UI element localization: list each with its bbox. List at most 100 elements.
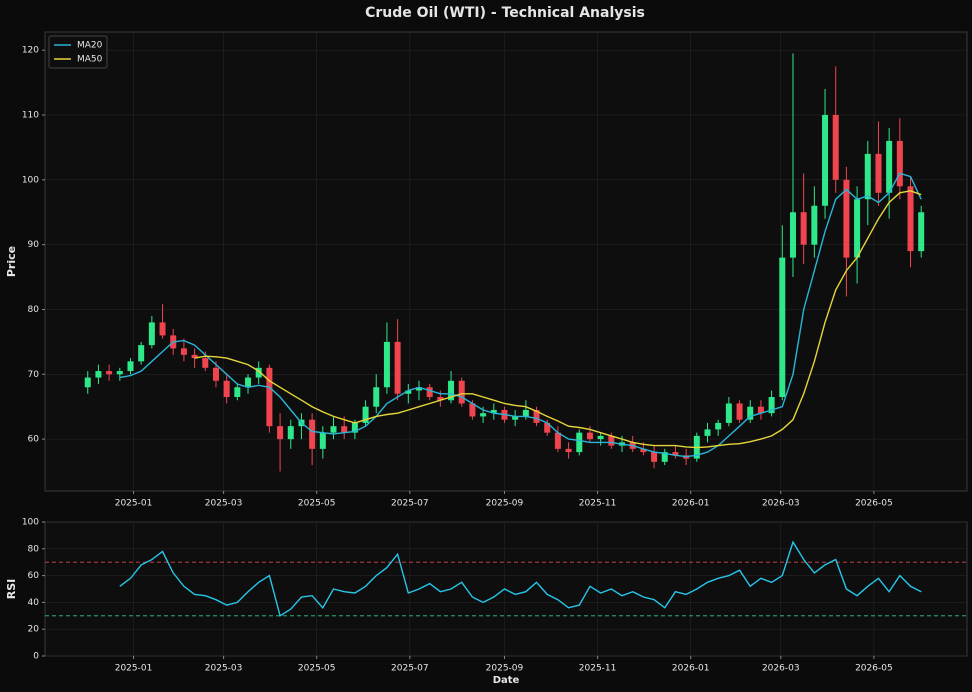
- y-tick-label: 90: [28, 240, 40, 250]
- candle-body: [843, 179, 850, 258]
- candle-body: [330, 426, 337, 433]
- candle-body: [576, 432, 583, 453]
- x-tick-label: 2025-07: [391, 664, 429, 674]
- y-tick-label: 40: [28, 598, 40, 608]
- candle-body: [597, 435, 604, 440]
- ma-line: [194, 190, 922, 449]
- candle-body: [202, 358, 209, 368]
- candle-body: [704, 429, 711, 436]
- x-tick-label: 2026-05: [855, 664, 893, 674]
- candle-body: [106, 371, 113, 375]
- candle-body: [672, 452, 679, 456]
- y-tick-label: 20: [28, 625, 40, 635]
- candle-body: [415, 387, 422, 391]
- candle-body: [159, 322, 166, 336]
- candle-body: [725, 403, 732, 423]
- candle-body: [533, 409, 540, 423]
- candle-body: [864, 153, 871, 200]
- x-tick-label: 2025-03: [205, 664, 243, 674]
- y-tick-label: 60: [28, 571, 40, 581]
- candle-body: [661, 452, 668, 462]
- x-axis-label: Date: [493, 675, 520, 686]
- candle-body: [896, 140, 903, 187]
- candle-body: [148, 322, 155, 346]
- chart-title: Crude Oil (WTI) - Technical Analysis: [365, 5, 645, 21]
- candle-body: [223, 380, 230, 397]
- x-tick-label: 2026-03: [762, 499, 800, 509]
- y-tick-label: 0: [33, 652, 39, 662]
- candle-body: [95, 371, 102, 378]
- candle-body: [458, 380, 465, 404]
- y-tick-label: 80: [28, 305, 40, 315]
- x-tick-label: 2025-03: [205, 499, 243, 509]
- candle-body: [918, 212, 925, 252]
- candle-body: [191, 354, 198, 359]
- candle-body: [84, 377, 91, 388]
- candle-body: [362, 406, 369, 423]
- candle-body: [490, 409, 497, 414]
- x-tick-label: 2025-07: [391, 499, 429, 509]
- candle-body: [394, 341, 401, 394]
- candle-body: [309, 419, 316, 449]
- candle-body: [651, 452, 658, 462]
- x-tick-label: 2025-09: [486, 499, 524, 509]
- ma-line: [119, 172, 922, 458]
- y-axis-label: RSI: [5, 579, 18, 600]
- candle-body: [180, 348, 187, 355]
- x-tick-label: 2025-11: [579, 664, 617, 674]
- candle-body: [800, 212, 807, 245]
- candle-body: [608, 435, 615, 446]
- y-tick-label: 80: [28, 544, 40, 554]
- candle-body: [480, 413, 487, 417]
- candle-body: [544, 422, 551, 433]
- candle-body: [822, 114, 829, 206]
- candle-body: [138, 345, 145, 362]
- candle-body: [565, 448, 572, 453]
- x-tick-label: 2026-05: [855, 499, 893, 509]
- legend-label: MA20: [77, 41, 103, 51]
- candle-body: [405, 390, 412, 394]
- x-tick-label: 2025-01: [115, 499, 153, 509]
- candle-body: [341, 426, 348, 433]
- candle-body: [287, 426, 294, 440]
- candle-body: [266, 367, 273, 427]
- y-tick-label: 100: [22, 518, 39, 528]
- candle-body: [426, 387, 433, 397]
- y-tick-label: 120: [22, 46, 39, 56]
- rsi-line: [119, 540, 922, 617]
- candle-body: [512, 416, 519, 420]
- candle-body: [757, 406, 764, 414]
- candle-body: [234, 387, 241, 397]
- candle-body: [469, 403, 476, 417]
- candle-body: [245, 377, 252, 388]
- x-tick-label: 2025-05: [298, 664, 336, 674]
- candle-body: [522, 409, 529, 417]
- candle-body: [373, 387, 380, 407]
- candle-body: [768, 396, 775, 414]
- candle-body: [886, 140, 893, 193]
- candle-body: [319, 432, 326, 449]
- x-tick-label: 2026-01: [672, 664, 710, 674]
- candle-body: [640, 448, 647, 453]
- y-tick-label: 110: [22, 110, 39, 120]
- candle-body: [212, 367, 219, 381]
- x-tick-label: 2025-09: [486, 664, 524, 674]
- candle-body: [437, 396, 444, 401]
- candle-body: [907, 186, 914, 252]
- candle-body: [448, 380, 455, 401]
- candle-body: [747, 406, 754, 420]
- candle-body: [736, 403, 743, 420]
- x-tick-label: 2025-01: [115, 664, 153, 674]
- x-tick-label: 2026-03: [762, 664, 800, 674]
- candle-body: [127, 361, 134, 372]
- candle-body: [383, 341, 390, 388]
- candle-body: [715, 422, 722, 430]
- candle-body: [255, 367, 262, 378]
- y-axis-label: Price: [5, 246, 18, 277]
- candle-body: [789, 212, 796, 258]
- candle-body: [116, 371, 123, 375]
- candle-body: [277, 426, 284, 440]
- plot-area: [44, 31, 968, 492]
